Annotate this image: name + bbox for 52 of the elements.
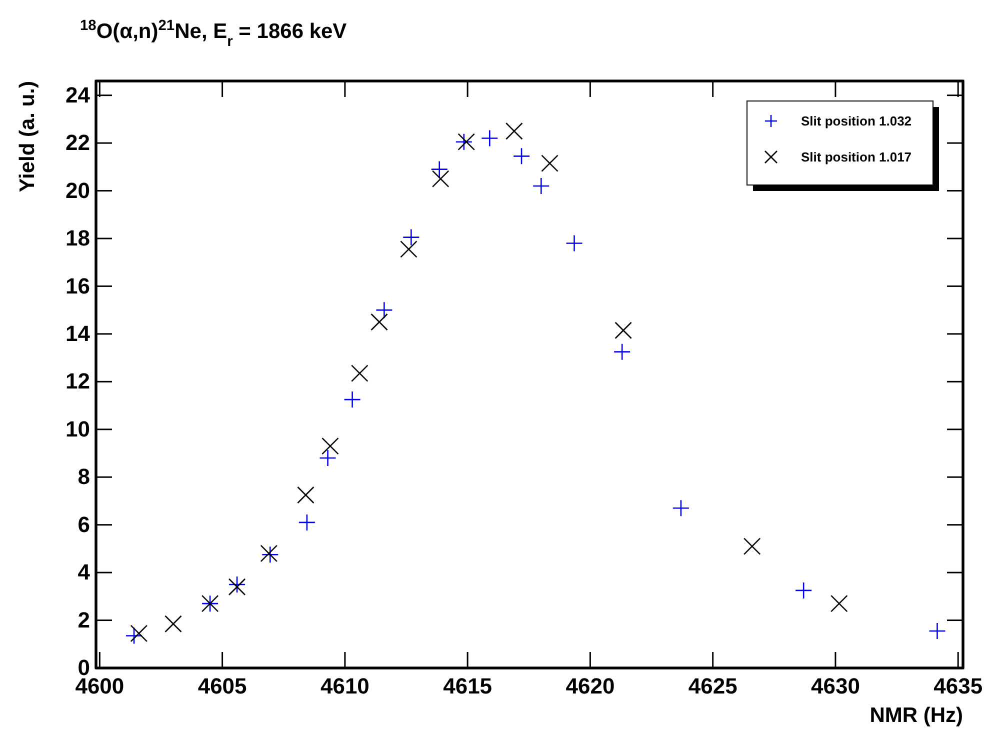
- point: [566, 234, 583, 252]
- point: [164, 615, 182, 633]
- x-tick-label: 4625: [688, 674, 738, 699]
- point: [512, 148, 530, 165]
- y-tick-label: 24: [66, 82, 91, 108]
- legend-label: Slit position 1.032: [801, 114, 912, 129]
- point: [614, 322, 632, 340]
- y-tick-label: 2: [78, 607, 90, 632]
- y-tick-label: 18: [66, 226, 90, 251]
- x-tick-label: 4620: [566, 674, 615, 699]
- point: [743, 538, 761, 555]
- point: [297, 486, 314, 504]
- point: [319, 449, 336, 467]
- y-axis-title: Yield (a. u.): [16, 81, 39, 192]
- y-tick-label: 10: [66, 416, 90, 442]
- y-tick-label: 4: [78, 560, 91, 585]
- point: [351, 364, 368, 382]
- y-tick-label: 8: [78, 464, 90, 490]
- x-tick-label: 4630: [810, 674, 860, 699]
- point: [130, 624, 148, 642]
- legend-label: Slit position 1.017: [801, 150, 912, 165]
- point: [506, 122, 523, 140]
- x-tick-label: 4635: [934, 674, 983, 699]
- y-tick-label: 6: [78, 512, 90, 537]
- point: [376, 301, 393, 319]
- point: [402, 228, 420, 246]
- point: [432, 170, 450, 188]
- point: [344, 390, 361, 408]
- y-tick-label: 14: [66, 320, 91, 346]
- point: [430, 160, 448, 178]
- point: [480, 130, 498, 147]
- y-tick-label: 16: [66, 273, 90, 298]
- point: [125, 627, 143, 644]
- y-tick-label: 20: [66, 178, 90, 203]
- point: [370, 313, 388, 331]
- point: [532, 177, 550, 195]
- point: [541, 154, 558, 172]
- x-tick-label: 4605: [198, 674, 247, 699]
- y-tick-label: 22: [66, 130, 90, 156]
- point: [672, 499, 690, 517]
- x-axis-title: NMR (Hz): [870, 704, 963, 727]
- chart-title: $^{18}$O(α,n)$^{21}$Ne, E$_{r}$ = 1866 keV: [80, 18, 347, 50]
- point: [613, 343, 631, 360]
- point: [298, 514, 316, 532]
- point: [928, 622, 946, 640]
- point: [830, 594, 848, 612]
- point: [794, 582, 812, 600]
- point: [322, 437, 339, 455]
- x-tick-label: 4610: [320, 674, 370, 699]
- y-tick-label: 12: [66, 368, 90, 394]
- point: [400, 240, 418, 258]
- x-tick-label: 4615: [443, 674, 492, 699]
